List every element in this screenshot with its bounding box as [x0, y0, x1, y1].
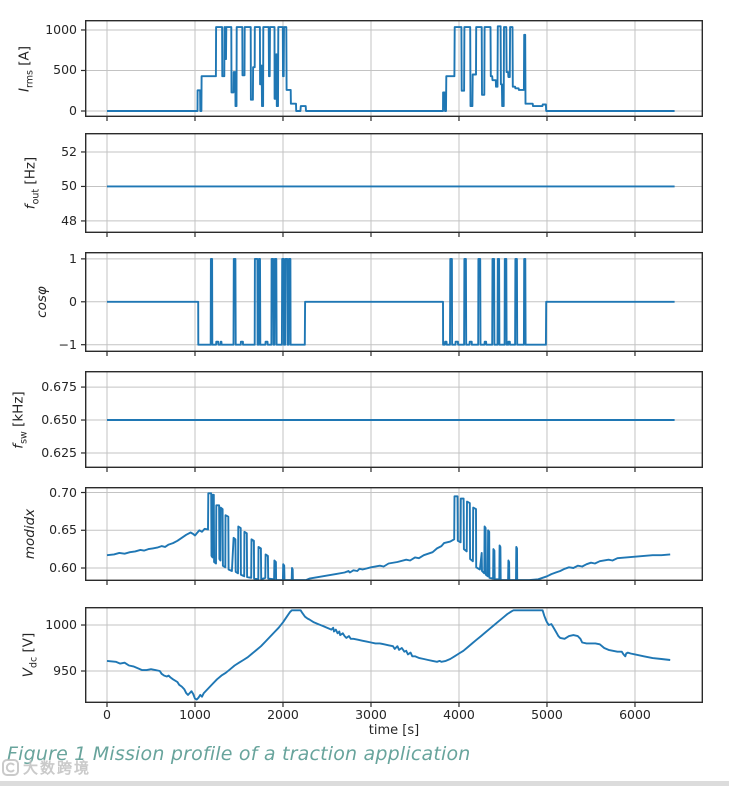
x-axis-tick-labels: 0 1000 2000 3000 4000 5000 6000 — [0, 707, 729, 723]
plot-area-cosphi — [81, 251, 703, 356]
y-axis-label: Vdc [V] — [20, 632, 40, 678]
y-tick-label: 1000 — [45, 21, 77, 37]
y-axis-label: Irms [A] — [16, 45, 36, 92]
plot-area-irms — [81, 19, 703, 121]
subplot-vdc: 950 1000 Vdc [V] — [0, 606, 729, 707]
y-tick-label: 0.65 — [49, 522, 77, 538]
y-tick-label: 1000 — [45, 617, 77, 633]
y-tick-label: 950 — [53, 663, 77, 678]
watermark-text: 大数跨境 — [23, 759, 92, 777]
watermark-logo-icon — [2, 759, 19, 776]
subplot-fsw: 0.625 0.650 0.675 fsw [kHz] — [0, 370, 729, 472]
y-tick-label: 0.625 — [41, 444, 77, 460]
figure-caption: Figure 1 Mission profile of a traction a… — [7, 743, 471, 765]
y-tick-label: 0.70 — [49, 484, 77, 500]
x-tick-label: 2000 — [267, 707, 299, 722]
x-axis-label: time [s] — [368, 723, 420, 738]
subplot-fout: 48 50 52 fout [Hz] — [0, 132, 729, 237]
y-tick-label: −1 — [58, 336, 77, 352]
x-tick-label: 0 — [103, 707, 111, 722]
bottom-divider — [0, 781, 729, 786]
y-axis-label: cosφ — [34, 286, 50, 318]
y-tick-label: 0.650 — [41, 412, 77, 428]
y-tick-label: 0.60 — [49, 560, 77, 575]
subplot-modidx: 0.60 0.65 0.70 modidx — [0, 484, 729, 585]
subplot-cosphi: −1 0 1 cosφ — [0, 250, 729, 356]
x-tick-label: 1000 — [179, 707, 211, 722]
y-tick-label: 48 — [61, 212, 77, 228]
subplot-irms: 0 500 1000 Irms [A] — [0, 19, 729, 121]
plot-area-fsw — [81, 370, 703, 472]
x-tick-label: 5000 — [531, 707, 563, 722]
x-tick-label: 4000 — [443, 707, 475, 722]
x-tick-label: 3000 — [355, 707, 387, 722]
y-tick-label: 52 — [61, 143, 77, 159]
plot-area-fout — [81, 132, 703, 237]
plot-area-modidx — [81, 486, 703, 585]
y-tick-label: 50 — [61, 178, 77, 194]
y-tick-label: 1 — [69, 250, 77, 266]
y-axis-label: fout [Hz] — [22, 156, 42, 210]
y-tick-label: 0 — [69, 293, 77, 309]
plot-area-vdc — [81, 606, 703, 707]
y-axis-label: modidx — [22, 508, 38, 560]
y-axis-label: fsw [kHz] — [10, 390, 30, 449]
y-tick-label: 0.675 — [41, 379, 77, 395]
x-tick-label: 6000 — [619, 707, 651, 722]
watermark: 大数跨境 — [2, 757, 91, 778]
y-tick-label: 0 — [69, 103, 77, 118]
y-tick-label: 500 — [53, 62, 77, 78]
